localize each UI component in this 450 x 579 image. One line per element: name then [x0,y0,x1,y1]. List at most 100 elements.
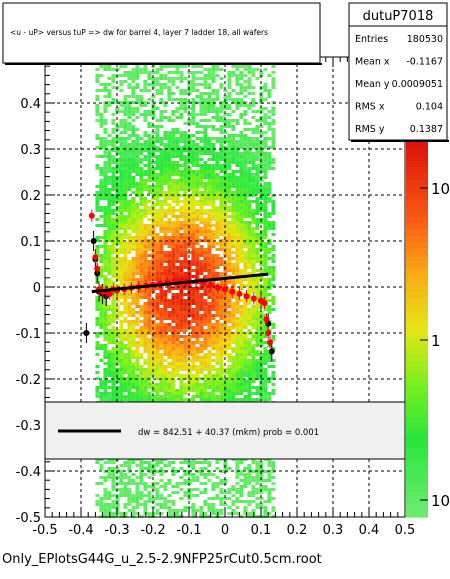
heatmap-cell [155,248,160,251]
heatmap-cell [251,212,256,215]
heatmap-cell [103,167,108,170]
heatmap-cell [135,236,140,239]
heatmap-cell [195,290,200,293]
heatmap-cell [155,182,160,185]
heatmap-cell [147,365,152,368]
heatmap-cell [215,98,220,101]
heatmap-cell [131,134,136,137]
heatmap-cell [135,242,140,245]
heatmap-cell [139,143,144,146]
heatmap-cell [191,65,196,68]
heatmap-cell [163,179,168,182]
heatmap-cell [235,266,240,269]
heatmap-cell [195,356,200,359]
heatmap-cell [255,254,260,257]
heatmap-cell [167,134,172,137]
heatmap-cell [127,314,132,317]
heatmap-cell [203,182,208,185]
heatmap-cell [143,305,148,308]
heatmap-cell [235,182,240,185]
heatmap-cell [95,494,100,497]
heatmap-cell [247,512,252,515]
heatmap-cell [215,65,220,68]
heatmap-cell [251,98,256,101]
heatmap-cell [259,191,264,194]
heatmap-cell [135,137,140,140]
heatmap-cell [203,491,208,494]
heatmap-cell [167,137,172,140]
heatmap-cell [107,395,112,398]
heatmap-cell [179,221,184,224]
heatmap-cell [135,95,140,98]
heatmap-cell [155,179,160,182]
heatmap-cell [143,173,148,176]
heatmap-cell [183,248,188,251]
heatmap-cell [259,461,264,464]
heatmap-cell [139,461,144,464]
heatmap-cell [207,158,212,161]
heatmap-cell [115,503,120,506]
heatmap-cell [179,320,184,323]
heatmap-cell [239,206,244,209]
heatmap-cell [119,122,124,125]
heatmap-cell [95,206,100,209]
heatmap-cell [219,500,224,503]
heatmap-cell [127,497,132,500]
heatmap-cell [215,197,220,200]
heatmap-cell [247,347,252,350]
heatmap-cell [203,248,208,251]
heatmap-cell [167,197,172,200]
heatmap-cell [151,257,156,260]
heatmap-cell [203,176,208,179]
heatmap-cell [215,299,220,302]
heatmap-cell [147,230,152,233]
heatmap-cell [175,200,180,203]
heatmap-cell [251,281,256,284]
heatmap-cell [143,155,148,158]
heatmap-cell [247,323,252,326]
heatmap-cell [231,350,236,353]
heatmap-cell [119,65,124,68]
heatmap-cell [127,137,132,140]
heatmap-cell [179,467,184,470]
heatmap-cell [207,68,212,71]
heatmap-cell [255,311,260,314]
heatmap-cell [215,152,220,155]
heatmap-cell [143,233,148,236]
heatmap-cell [207,242,212,245]
heatmap-cell [227,80,232,83]
heatmap-cell [219,128,224,131]
heatmap-cell [115,161,120,164]
heatmap-cell [255,476,260,479]
heatmap-cell [131,182,136,185]
heatmap-cell [219,245,224,248]
heatmap-cell [155,257,160,260]
heatmap-cell [107,260,112,263]
heatmap-cell [159,386,164,389]
heatmap-cell [183,302,188,305]
heatmap-cell [139,221,144,224]
heatmap-cell [251,86,256,89]
heatmap-cell [219,248,224,251]
heatmap-cell [95,353,100,356]
heatmap-cell [147,149,152,152]
heatmap-cell [207,86,212,89]
heatmap-cell [135,485,140,488]
heatmap-cell [119,386,124,389]
heatmap-cell [155,68,160,71]
heatmap-cell [191,314,196,317]
heatmap-cell [239,77,244,80]
heatmap-cell [203,167,208,170]
heatmap-cell [191,71,196,74]
heatmap-cell [123,461,128,464]
heatmap-cell [95,308,100,311]
heatmap-cell [107,476,112,479]
heatmap-cell [175,398,180,401]
heatmap-cell [239,101,244,104]
heatmap-cell [111,128,116,131]
heatmap-cell [203,110,208,113]
heatmap-cell [263,269,268,272]
heatmap-cell [175,344,180,347]
heatmap-cell [167,77,172,80]
heatmap-cell [243,302,248,305]
